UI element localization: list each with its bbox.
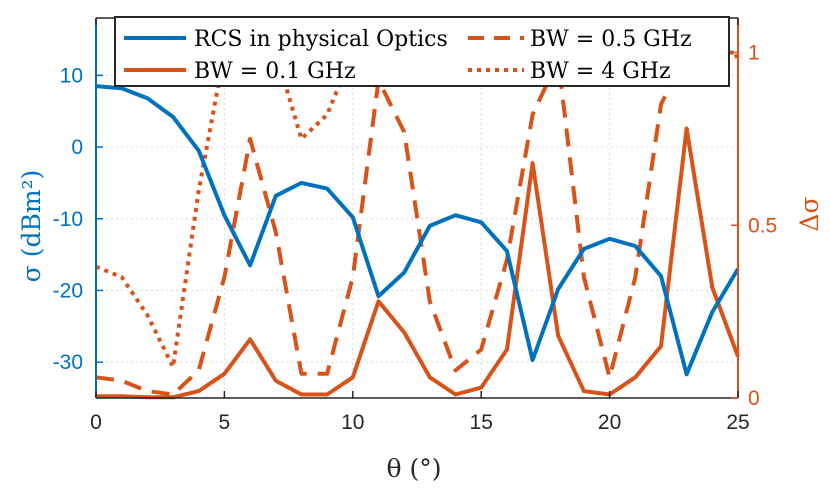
y-right-tick-label: 0 xyxy=(748,387,760,410)
legend-label-rcs: RCS in physical Optics xyxy=(194,27,448,52)
x-tick-label: 0 xyxy=(90,411,102,434)
y-left-tick-label: 10 xyxy=(60,64,83,87)
legend-label-bw4: BW = 4 GHz xyxy=(530,59,671,84)
x-axis-label: θ (°) xyxy=(386,454,441,483)
axes: 0 5 10 15 20 25 10 0 -10 -20 -30 0 0.5 1 xyxy=(53,17,777,434)
y-right-tick-label: 1 xyxy=(748,42,760,65)
x-tick-label: 5 xyxy=(219,411,231,434)
series-line-bw-0-5-ghz xyxy=(95,50,739,397)
y-right-tick-label: 0.5 xyxy=(748,214,777,237)
legend-label-bw05: BW = 0.5 GHz xyxy=(530,27,692,52)
y-right-axis-label: Δσ xyxy=(795,196,824,231)
legend-label-bw01: BW = 0.1 GHz xyxy=(194,59,356,84)
series-line-rcs-in-physical-optics xyxy=(95,84,740,377)
x-tick-label: 15 xyxy=(470,411,493,434)
y-left-axis-label: σ (dBm²) xyxy=(17,170,46,283)
y-left-tick-label: -20 xyxy=(53,279,83,302)
y-left-tick-label: 0 xyxy=(71,136,83,159)
x-tick-label: 20 xyxy=(598,411,621,434)
y-left-tick-label: -30 xyxy=(53,351,83,374)
legend-box xyxy=(114,16,730,87)
series-line-bw-0-1-ghz xyxy=(96,126,740,400)
x-tick-label: 10 xyxy=(341,411,364,434)
x-tick-label: 25 xyxy=(726,411,749,434)
legend: RCS in physical Optics BW = 0.5 GHz BW =… xyxy=(114,16,730,87)
y-left-tick-label: -10 xyxy=(53,208,83,231)
